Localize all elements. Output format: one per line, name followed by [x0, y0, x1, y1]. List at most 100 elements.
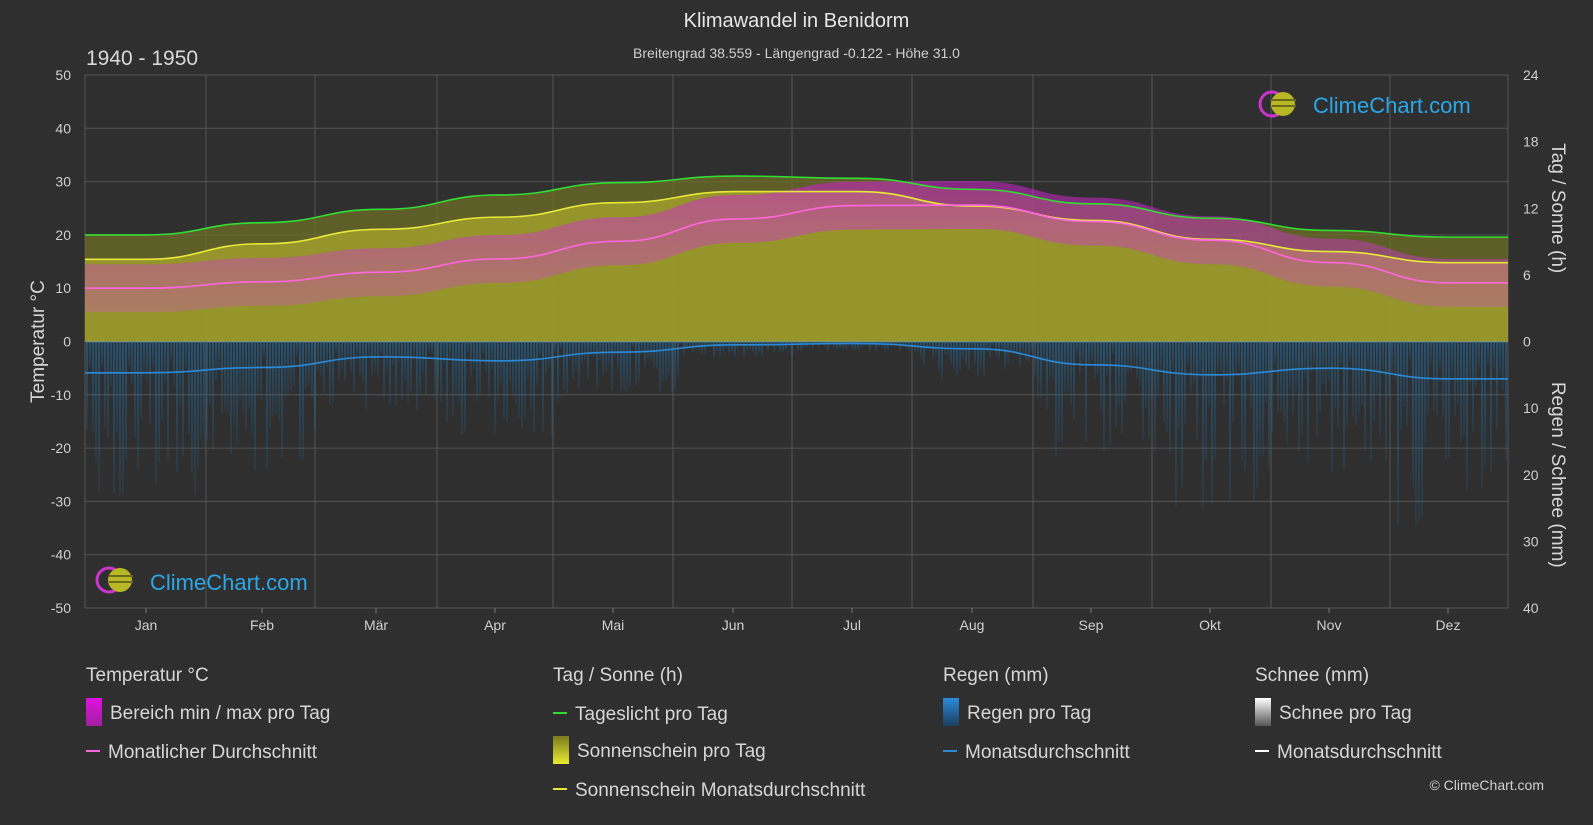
rain-bar: [395, 341, 397, 406]
rain-bar: [551, 341, 553, 438]
rain-bar: [788, 341, 790, 344]
rain-bar: [539, 341, 541, 356]
rain-bar: [1340, 341, 1342, 366]
rain-bar: [1103, 341, 1105, 452]
rain-bar: [752, 341, 754, 353]
rain-bar: [938, 341, 940, 372]
rain-bar: [1178, 341, 1180, 430]
rain-bar: [851, 341, 853, 349]
brand-name-bottom[interactable]: ClimeChart.com: [150, 570, 308, 595]
rain-bar: [1037, 341, 1039, 399]
rain-bar: [356, 341, 358, 358]
rain-bar: [251, 341, 253, 434]
rain-bar: [1151, 341, 1153, 401]
rain-bar: [521, 341, 523, 427]
rain-bar: [599, 341, 601, 360]
rain-bar: [278, 341, 280, 421]
rain-bar: [1157, 341, 1159, 398]
y-tick-label-hours: 6: [1523, 267, 1531, 283]
rain-bar: [623, 341, 625, 392]
rain-bar: [1277, 341, 1279, 413]
rain-bar: [656, 341, 658, 370]
rain-bar: [311, 341, 313, 399]
rain-bar: [653, 341, 655, 368]
rain-bar: [101, 341, 103, 367]
y-tick-label-temp: -30: [51, 493, 71, 509]
rain-bar: [737, 341, 739, 351]
rain-bar: [1190, 341, 1192, 395]
rain-bar: [986, 341, 988, 353]
rain-bar: [746, 341, 748, 351]
rain-bar: [1304, 341, 1306, 378]
rain-bar: [794, 341, 796, 345]
y-tick-label-hours: 18: [1523, 134, 1539, 150]
rain-bar: [1025, 341, 1027, 361]
rain-bar: [386, 341, 388, 370]
rain-bar: [302, 341, 304, 459]
rain-bar: [1094, 341, 1096, 380]
legend-daylight-label: Tageslicht pro Tag: [575, 704, 728, 725]
rain-bar: [269, 341, 271, 429]
rain-bar: [1013, 341, 1015, 355]
rain-bar: [98, 341, 100, 491]
legend-rain: Regen pro Tag: [943, 698, 1091, 728]
rain-bar: [1424, 341, 1426, 444]
rain-bar: [839, 341, 841, 348]
rain-bar: [524, 341, 526, 418]
rain-bar: [905, 341, 907, 348]
y-tick-label-hours: 12: [1523, 200, 1539, 216]
legend-sunshine-avg-label: Sonnenschein Monatsdurchschnitt: [575, 780, 866, 801]
rain-bar: [1403, 341, 1405, 407]
rain-bar: [629, 341, 631, 387]
rain-bar: [743, 341, 745, 357]
rain-bar: [260, 341, 262, 400]
rain-bar: [602, 341, 604, 374]
rain-bar: [1241, 341, 1243, 461]
rain-bar: [272, 341, 274, 418]
y-tick-label-mm: 40: [1523, 600, 1539, 616]
rain-bar: [1031, 341, 1033, 352]
x-tick-label-month: Aug: [960, 617, 985, 633]
rain-bar: [800, 341, 802, 352]
rain-bar: [1052, 341, 1054, 380]
rain-bar: [470, 341, 472, 377]
rain-bar: [1091, 341, 1093, 361]
rain-bar: [1379, 341, 1381, 435]
brand-name-top[interactable]: ClimeChart.com: [1313, 93, 1471, 118]
x-tick-label-month: Apr: [484, 617, 506, 633]
temperature-range-area: [85, 181, 1508, 313]
rain-avg-line: [85, 342, 1508, 380]
rain-bar: [1034, 341, 1036, 377]
rain-bar: [1022, 341, 1024, 353]
rain-bar: [827, 341, 829, 351]
rain-bar: [359, 341, 361, 376]
rain-bar: [119, 341, 121, 498]
temp-avg-swatch: [86, 749, 100, 752]
rain-bar: [1232, 341, 1234, 423]
rain-bar: [1499, 341, 1501, 374]
legend-rain-avg: Monatsdurchschnitt: [943, 742, 1130, 764]
rain-bar: [1172, 341, 1174, 371]
rain-bar: [1472, 341, 1474, 433]
rain-bar: [218, 341, 220, 371]
series-lines: [85, 175, 1508, 380]
legend-snow-avg: Monatsdurchschnitt: [1255, 742, 1442, 764]
rain-bar: [1244, 341, 1246, 471]
rain-bar: [1199, 341, 1201, 378]
rain-bar: [1331, 341, 1333, 474]
rain-bar: [92, 341, 94, 432]
rain-bar: [1205, 341, 1207, 462]
legend-rain-avg-label: Monatsdurchschnitt: [965, 742, 1130, 763]
rain-bar: [344, 341, 346, 381]
rain-bar: [968, 341, 970, 370]
rain-bar: [281, 341, 283, 458]
rain-bar: [1310, 341, 1312, 373]
rain-bar: [230, 341, 232, 454]
rain-bar: [332, 341, 334, 402]
rain-bar: [140, 341, 142, 420]
rain-bar: [227, 341, 229, 413]
rain-bar: [206, 341, 208, 440]
rain-bar: [962, 341, 964, 359]
rain-bar: [473, 341, 475, 370]
rain-bar: [569, 341, 571, 360]
